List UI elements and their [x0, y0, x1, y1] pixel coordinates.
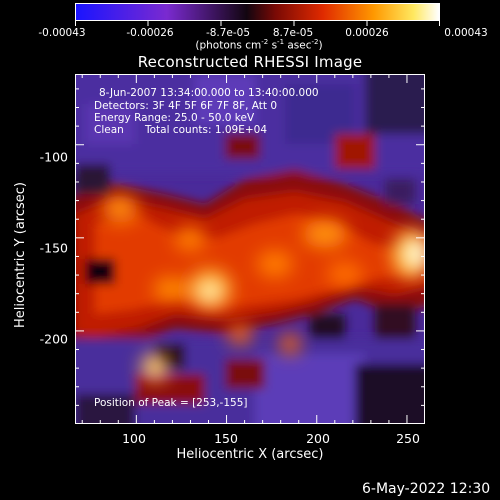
colorbar-tick-label: -0.00043	[38, 27, 86, 39]
x-tick-label: 150	[214, 431, 238, 446]
axis-ticks	[75, 74, 425, 424]
annotation-detectors: Detectors: 3F 4F 5F 6F 7F 8F, Att 0	[94, 100, 278, 112]
x-tick-label: 200	[306, 431, 330, 446]
x-tick-label: 100	[122, 431, 146, 446]
heatmap-hotspots	[102, 195, 425, 381]
colorbar-tick-label: 0.00043	[444, 27, 488, 39]
chart-title: Reconstructed RHESSI Image	[137, 53, 363, 71]
y-tick-label: -200	[39, 331, 68, 347]
annotation-peak-position: Position of Peak = [253,-155]	[94, 397, 248, 409]
annotation-time-range: 8-Jun-2007 13:34:00.000 to 13:40:00.000	[99, 87, 319, 99]
colorbar-units: (photons cm-2 s-1 asec-2)	[195, 38, 323, 52]
colorbar-tick-label: 8.7e-05	[272, 27, 314, 39]
x-axis-label: Heliocentric X (arcsec)	[176, 447, 324, 462]
x-tick-label: 250	[396, 431, 420, 446]
colorbar-tick-label: -8.7e-05	[205, 27, 251, 39]
colorbar-gradient	[76, 4, 439, 20]
annotation-energy-range: Energy Range: 25.0 - 50.0 keV	[94, 112, 255, 124]
colorbar	[75, 3, 440, 21]
y-tick-label: -100	[39, 149, 68, 165]
colorbar-tick-label: 0.00026	[345, 27, 389, 39]
y-axis-label: Heliocentric Y (arcsec)	[13, 182, 28, 328]
colorbar-tick-label: -0.00026	[126, 27, 174, 39]
annotation-total-counts: Total counts: 1.09E+04	[145, 124, 268, 136]
heatmap-plot	[75, 74, 425, 424]
plot-timestamp: 6-May-2022 12:30	[362, 481, 491, 497]
annotation-method: Clean	[94, 124, 124, 136]
y-tick-label: -150	[39, 240, 68, 256]
colorbar-ticks	[75, 21, 440, 26]
